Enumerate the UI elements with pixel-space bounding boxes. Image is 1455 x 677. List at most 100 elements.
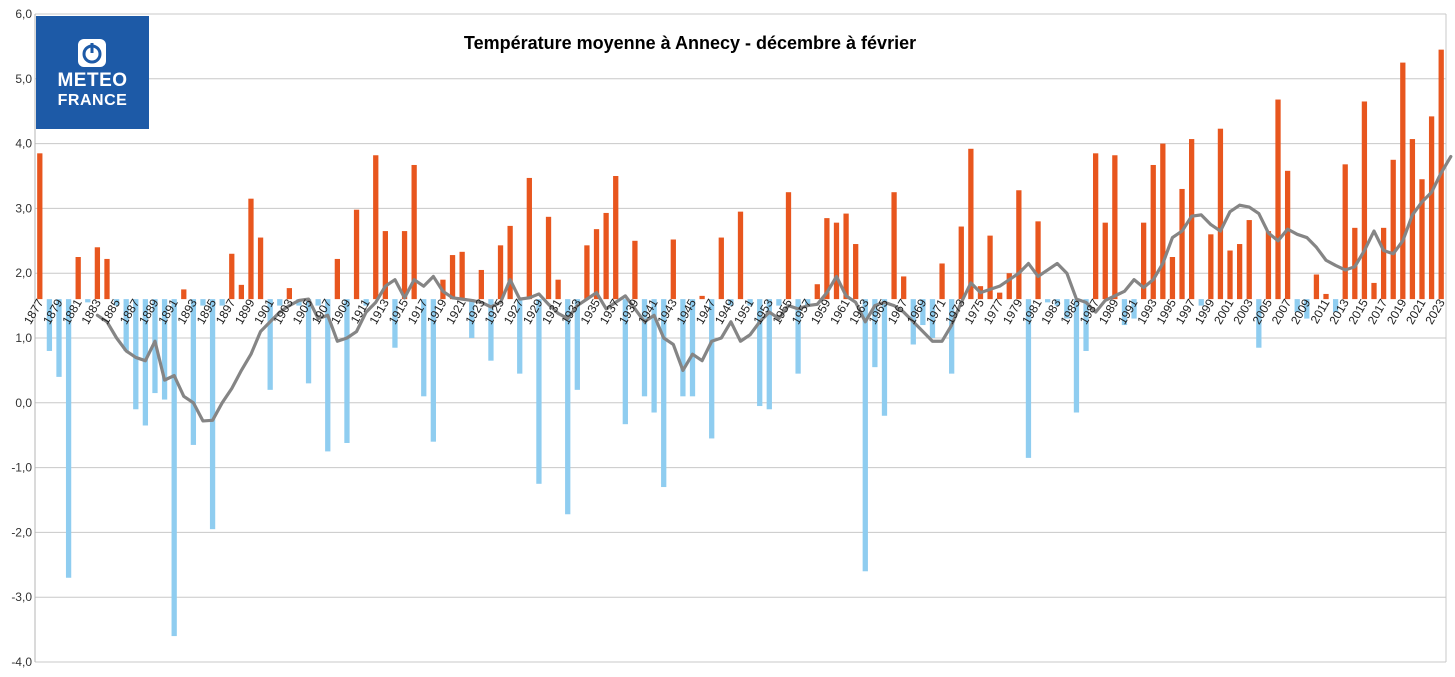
y-tick-label: -4,0 bbox=[11, 655, 32, 669]
bar-2007 bbox=[1284, 170, 1291, 300]
bar-1887 bbox=[133, 299, 139, 410]
bar-2012 bbox=[1332, 299, 1339, 313]
bar-1900 bbox=[257, 237, 264, 300]
bar-1947 bbox=[709, 299, 715, 439]
bar-1931 bbox=[555, 279, 561, 300]
bar-1962 bbox=[853, 244, 859, 300]
bar-1960 bbox=[833, 222, 840, 300]
bar-1944 bbox=[680, 299, 686, 397]
bar-1888 bbox=[142, 299, 149, 426]
x-tick-label: 2023 bbox=[1422, 296, 1448, 326]
bar-1998 bbox=[1198, 299, 1204, 306]
bar-1999 bbox=[1208, 234, 1214, 300]
bar-1942 bbox=[661, 299, 667, 488]
moving-average-line-group bbox=[95, 154, 1453, 423]
bar-1898 bbox=[238, 284, 245, 300]
bar-1956 bbox=[795, 299, 801, 374]
y-axis-ticks: -4,0 -3,0 -2,0 -1,0 0,0 1,0 2,0 3,0 4,0 5,0 6,0 bbox=[11, 7, 32, 669]
meteo-france-emblem-icon bbox=[78, 39, 106, 67]
bar-1959 bbox=[824, 218, 830, 300]
bar-1971 bbox=[939, 263, 945, 300]
bar-2018 bbox=[1390, 159, 1396, 300]
bar-1945 bbox=[689, 299, 696, 397]
bar-1911 bbox=[363, 299, 369, 306]
bar-2006 bbox=[1275, 99, 1281, 300]
bar-1973 bbox=[958, 226, 964, 300]
bar-1921 bbox=[459, 251, 465, 300]
bar-1993 bbox=[1150, 164, 1156, 300]
bar-1932 bbox=[565, 299, 571, 515]
bar-1969 bbox=[920, 299, 926, 326]
bar-1933 bbox=[574, 299, 580, 390]
bar-1967 bbox=[901, 276, 907, 300]
bar-1899 bbox=[248, 198, 254, 300]
bar-1926 bbox=[507, 225, 513, 300]
bar-2002 bbox=[1236, 244, 1243, 300]
bar-1913 bbox=[382, 231, 388, 300]
bar-1891 bbox=[171, 299, 177, 637]
bar-1964 bbox=[872, 299, 878, 368]
y-tick-label: -3,0 bbox=[11, 590, 32, 604]
moving-average-line bbox=[95, 154, 1453, 423]
bar-2017 bbox=[1380, 227, 1387, 300]
bar-1940 bbox=[641, 299, 648, 397]
bar-1943 bbox=[670, 239, 676, 300]
x-axis-ticks: 1877187918811883188518871889189118931895… bbox=[21, 296, 1448, 326]
bar-1976 bbox=[987, 235, 993, 300]
bar-1983 bbox=[1054, 299, 1060, 306]
bar-1883 bbox=[94, 247, 101, 300]
bar-1910 bbox=[353, 209, 360, 300]
bar-1950 bbox=[737, 211, 744, 300]
bar-1984 bbox=[1064, 299, 1070, 319]
bar-1895 bbox=[209, 299, 216, 530]
bar-1985 bbox=[1073, 299, 1080, 413]
bar-2016 bbox=[1371, 282, 1377, 300]
bar-1972 bbox=[949, 299, 955, 374]
bar-1951 bbox=[747, 299, 753, 306]
bar-1986 bbox=[1083, 299, 1089, 351]
bar-1914 bbox=[392, 299, 398, 348]
bar-1882 bbox=[85, 299, 91, 303]
bar-1955 bbox=[785, 192, 792, 300]
bar-2003 bbox=[1246, 220, 1252, 300]
bar-1908 bbox=[334, 258, 340, 300]
bar-1915 bbox=[401, 231, 408, 300]
y-tick-label: 5,0 bbox=[15, 72, 32, 86]
bar-1974 bbox=[968, 148, 974, 300]
bar-1927 bbox=[517, 299, 523, 374]
bar-2014 bbox=[1352, 227, 1358, 300]
bar-1879 bbox=[56, 299, 62, 377]
logo-text-france: FRANCE bbox=[57, 92, 128, 109]
bar-1966 bbox=[891, 192, 897, 300]
bar-1928 bbox=[526, 177, 532, 300]
bar-1992 bbox=[1141, 222, 1147, 300]
bar-1954 bbox=[776, 299, 782, 306]
bar-2021 bbox=[1419, 179, 1425, 300]
bar-1925 bbox=[497, 245, 504, 300]
bar-1957 bbox=[805, 299, 811, 306]
bar-1965 bbox=[881, 299, 888, 416]
bar-1917 bbox=[421, 299, 427, 397]
y-tick-label: 3,0 bbox=[15, 201, 32, 215]
bar-1949 bbox=[728, 299, 734, 306]
bar-2013 bbox=[1342, 164, 1348, 300]
bar-1907 bbox=[325, 299, 331, 452]
bar-1930 bbox=[545, 216, 552, 300]
bar-1904 bbox=[296, 299, 302, 306]
y-tick-label: 0,0 bbox=[15, 396, 32, 410]
bar-1894 bbox=[200, 299, 206, 306]
bar-1924 bbox=[488, 299, 494, 361]
bar-1878 bbox=[46, 299, 53, 351]
bar-1935 bbox=[593, 229, 600, 300]
bar-2009 bbox=[1304, 299, 1310, 319]
bar-1981 bbox=[1035, 221, 1041, 300]
y-tick-label: 6,0 bbox=[15, 7, 32, 21]
bar-1963 bbox=[862, 299, 868, 572]
bar-1938 bbox=[622, 299, 628, 425]
bar-1880 bbox=[65, 299, 72, 578]
bar-1912 bbox=[373, 155, 379, 300]
bar-1982 bbox=[1045, 299, 1051, 303]
bar-1994 bbox=[1160, 143, 1166, 300]
bar-1881 bbox=[75, 257, 81, 300]
bar-1893 bbox=[190, 299, 197, 445]
